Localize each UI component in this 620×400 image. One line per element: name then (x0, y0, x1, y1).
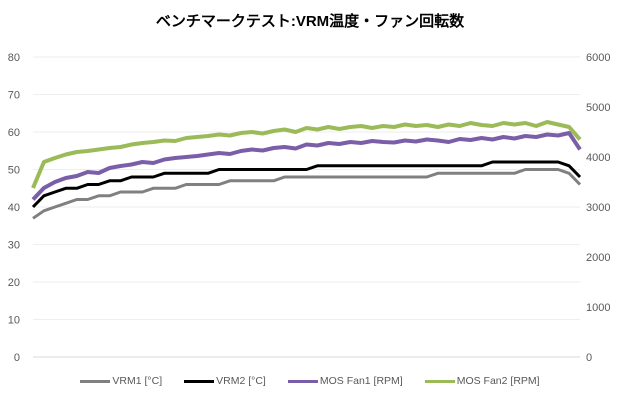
legend-swatch (287, 379, 318, 383)
legend-label: VRM1 [°C] (112, 375, 163, 387)
y2-tick-label: 1000 (586, 302, 610, 314)
series-line-2 (31, 131, 582, 201)
legend-label: MOS Fan1 [RPM] (319, 375, 403, 387)
legend-swatch (80, 379, 111, 383)
legend-swatch (424, 379, 455, 383)
y2-tick-label: 2000 (586, 252, 610, 264)
y-tick-label: 0 (14, 352, 20, 364)
y2-tick-label: 6000 (586, 52, 610, 64)
y2-tick-label: 4000 (586, 152, 610, 164)
legend-item: MOS Fan1 [RPM] (287, 375, 403, 387)
chart-title: ベンチマークテスト:VRM温度・ファン回転数 (155, 13, 465, 30)
y-tick-label: 70 (8, 90, 20, 102)
series-line-1 (31, 160, 582, 209)
y-tick-label: 40 (8, 202, 20, 214)
legend-item: VRM1 [°C] (80, 375, 162, 387)
legend-swatch (184, 379, 215, 383)
y-tick-label: 30 (8, 240, 20, 252)
y-tick-label: 20 (8, 277, 20, 289)
legend-item: MOS Fan2 [RPM] (424, 375, 540, 387)
y-tick-label: 60 (8, 127, 20, 139)
y2-tick-label: 5000 (586, 102, 610, 114)
y-tick-label: 80 (8, 52, 20, 64)
y-tick-label: 10 (8, 315, 20, 327)
y2-tick-label: 0 (586, 352, 592, 364)
legend-label: MOS Fan2 [RPM] (456, 375, 540, 387)
y-tick-label: 50 (8, 165, 20, 177)
legend-item: VRM2 [°C] (184, 375, 266, 387)
legend-label: VRM2 [°C] (216, 375, 266, 387)
legend: VRM1 [°C] VRM2 [°C] MOS Fan1 [RPM] MOS Fan2… (0, 375, 620, 387)
y2-tick-label: 3000 (586, 202, 610, 214)
series-line-3 (31, 120, 582, 189)
series-line-0 (32, 168, 582, 220)
